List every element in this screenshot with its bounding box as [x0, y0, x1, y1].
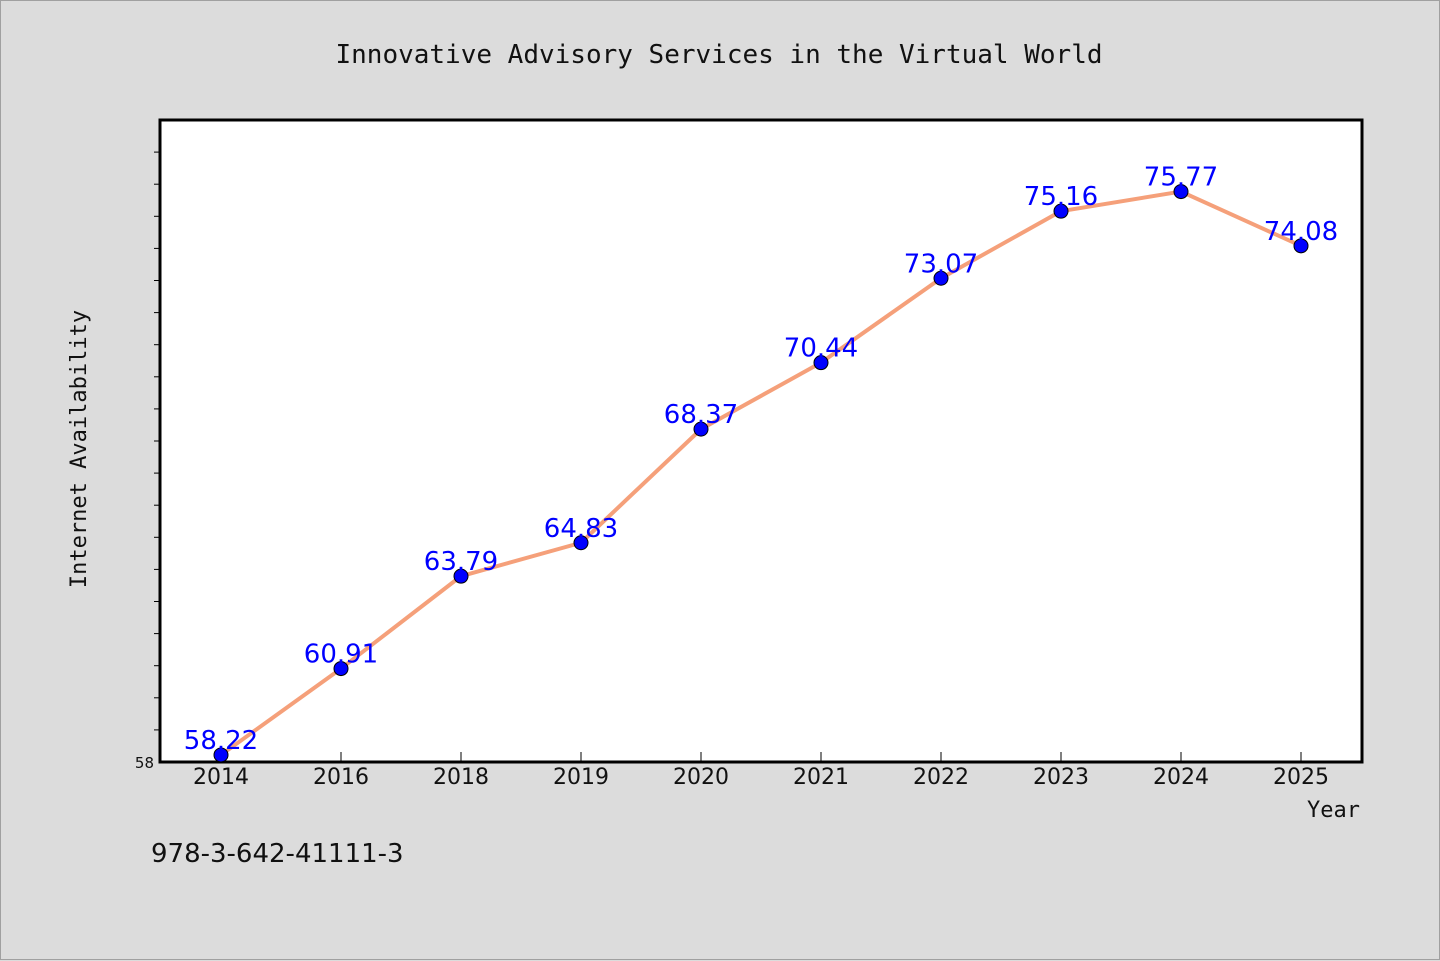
data-label: 58.22 — [184, 726, 258, 756]
data-point — [1173, 184, 1189, 200]
data-label: 63.79 — [424, 547, 498, 577]
data-point — [453, 568, 469, 584]
data-label: 70.44 — [784, 334, 858, 364]
y-axis-label: Internet Availability — [67, 310, 92, 588]
isbn-footnote: 978-3-642-41111-3 — [151, 839, 404, 869]
y-tick-label: 58 — [135, 754, 154, 772]
data-point — [333, 661, 349, 677]
x-tick-label: 2018 — [433, 765, 489, 790]
x-tick-label: 2021 — [793, 765, 849, 790]
data-label: 75.77 — [1144, 163, 1218, 193]
data-label: 73.07 — [904, 249, 978, 279]
data-label: 75.16 — [1024, 182, 1098, 212]
data-label: 74.08 — [1264, 217, 1338, 247]
data-label: 64.83 — [544, 514, 618, 544]
series-line-group — [213, 184, 1309, 763]
x-tick-label: 2019 — [553, 765, 609, 790]
chart-title: Innovative Advisory Services in the Virt… — [335, 40, 1102, 70]
x-axis-ticks: 2014 2016 2018 2019 2020 2021 2022 2023 2024 2025 — [193, 752, 1329, 790]
data-label: 68.37 — [664, 400, 738, 430]
data-point — [693, 421, 709, 437]
data-label: 60.91 — [304, 640, 378, 670]
data-point — [813, 355, 829, 371]
x-tick-label: 2025 — [1273, 765, 1329, 790]
data-point — [933, 270, 949, 286]
data-labels-group: 58.22 60.91 63.79 64.83 68.37 70.44 73.07 75.16… — [184, 163, 1338, 756]
data-point — [573, 535, 589, 551]
x-tick-label: 2016 — [313, 765, 369, 790]
data-point — [213, 747, 229, 763]
x-tick-label: 2023 — [1033, 765, 1089, 790]
x-tick-label: 2024 — [1153, 765, 1209, 790]
data-point — [1293, 238, 1309, 254]
x-tick-label: 2022 — [913, 765, 969, 790]
y-axis-ticks: 58 — [135, 151, 160, 772]
series-line — [219, 189, 1302, 757]
x-axis-label: Year — [1307, 798, 1360, 823]
x-tick-label: 2014 — [193, 765, 249, 790]
x-tick-label: 2020 — [673, 765, 729, 790]
data-point — [1053, 203, 1069, 219]
